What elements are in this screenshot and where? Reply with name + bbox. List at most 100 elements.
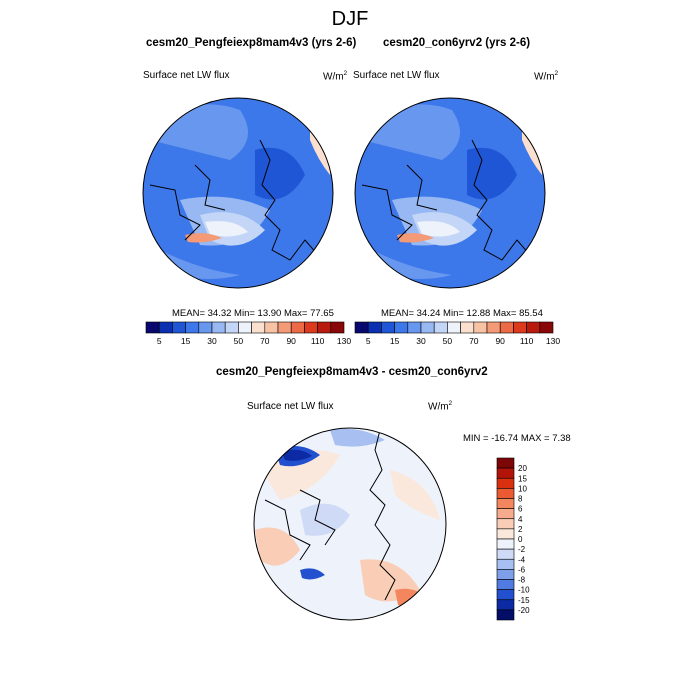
colorbar-swatch — [264, 321, 279, 334]
panel2-stats: MEAN= 34.24 Min= 12.88 Max= 85.54 — [381, 308, 543, 319]
panel3-title: cesm20_Pengfeiexp8mam4v3 - cesm20_con6yr… — [216, 366, 488, 378]
colorbar-2: 5 15 30 50 70 90 110 130 — [354, 321, 560, 346]
colorbar-swatch — [486, 321, 501, 334]
colorbar-tick-label: 2 — [518, 525, 523, 534]
colorbar-swatch — [496, 528, 515, 540]
colorbar-tick-label: 5 — [157, 336, 162, 346]
colorbar-1: 5 15 30 50 70 90 110 130 — [145, 321, 351, 346]
colorbar-tick-label: 130 — [337, 336, 351, 346]
map1-field-patch — [205, 221, 248, 237]
colorbar-tick-label: -15 — [518, 596, 530, 605]
panel1-title: cesm20_Pengfeiexp8mam4v3 (yrs 2-6) — [146, 37, 357, 49]
colorbar-tick-label: -8 — [518, 576, 526, 585]
colorbar-tick-label: 20 — [518, 464, 527, 473]
colorbar-tick-label: 130 — [546, 336, 560, 346]
colorbar-tick-label: -2 — [518, 545, 526, 554]
colorbar-tick-label: 90 — [286, 336, 296, 346]
colorbar-swatch — [304, 321, 318, 334]
map2-coastline — [361, 139, 531, 261]
colorbar-swatch — [499, 321, 514, 334]
map2-boundary — [354, 97, 546, 289]
colorbar-tick-label: 110 — [520, 336, 534, 346]
colorbar-swatch — [381, 321, 395, 334]
colorbar-swatch — [251, 321, 266, 334]
colorbar-swatch — [158, 321, 173, 334]
page-title: DJF — [331, 8, 369, 30]
colorbar-tick-label: 8 — [518, 495, 523, 504]
colorbar-swatch — [526, 321, 541, 334]
colorbar-tick-label: 70 — [469, 336, 479, 346]
colorbar-swatch — [496, 508, 515, 520]
map3-field-patch — [395, 588, 430, 608]
colorbar-swatch — [496, 599, 515, 611]
panel2-variable: Surface net LW flux — [353, 70, 440, 81]
colorbar-tick-label: 30 — [416, 336, 426, 346]
colorbar-swatch — [473, 321, 488, 334]
colorbar-swatch — [290, 321, 305, 334]
map3-field-patch — [282, 449, 312, 461]
map1-field-patch — [255, 147, 305, 200]
colorbar-swatch — [496, 589, 515, 601]
colorbar-tick-label: 110 — [311, 336, 325, 346]
colorbar-swatch — [496, 488, 515, 499]
colorbar-swatch — [224, 321, 239, 334]
colorbar-swatch — [198, 321, 213, 334]
map-panel-2 — [355, 98, 545, 288]
map-panel-3 — [254, 428, 446, 620]
colorbar-swatch — [460, 321, 475, 334]
colorbar-swatch — [513, 321, 527, 334]
colorbar-swatch — [145, 321, 160, 334]
colorbar-tick-label: 0 — [518, 535, 523, 544]
panel3-variable: Surface net LW flux — [247, 401, 334, 412]
map3-field-patch — [300, 568, 325, 580]
colorbar-tick-label: -4 — [518, 555, 526, 564]
colorbar-tick-label: -6 — [518, 565, 526, 574]
panel2-title: cesm20_con6yrv2 (yrs 2-6) — [383, 37, 531, 49]
colorbar-swatch — [367, 321, 382, 334]
colorbar-swatch — [496, 477, 515, 489]
colorbar-swatch — [496, 609, 515, 621]
map3-field-patch — [330, 428, 385, 447]
colorbar-tick-label: -20 — [518, 606, 530, 615]
colorbar-swatch — [420, 321, 435, 334]
map3-field-patch — [390, 470, 440, 520]
colorbar-tick-label: 6 — [518, 505, 523, 514]
map1-field-patch — [185, 233, 222, 243]
map-panel-1 — [143, 98, 333, 288]
colorbar-tick-label: 5 — [366, 336, 371, 346]
colorbar-tick-label: 50 — [234, 336, 244, 346]
colorbar-swatch — [211, 321, 226, 334]
colorbar-swatch — [277, 321, 292, 334]
map3-boundary — [253, 427, 447, 621]
colorbar-tick-label: 15 — [390, 336, 400, 346]
map2-field-patch — [397, 233, 434, 243]
colorbar-swatch — [407, 321, 422, 334]
map3-coastline — [264, 429, 396, 601]
colorbar-swatch — [496, 498, 515, 509]
colorbar-tick-label: 4 — [518, 515, 523, 524]
colorbar-swatch — [185, 321, 200, 334]
colorbar-swatch — [496, 548, 515, 560]
panel1-units: W/m2 — [323, 70, 348, 83]
colorbar-swatch — [496, 518, 515, 530]
map2-field-patch — [417, 221, 460, 237]
colorbar-swatch — [496, 579, 515, 590]
panel2-units: W/m2 — [534, 70, 559, 83]
map1-coastline — [149, 139, 319, 261]
colorbar-swatch — [172, 321, 186, 334]
colorbar-tick-label: 10 — [518, 484, 527, 493]
colorbar-tick-label: -10 — [518, 586, 530, 595]
map3-field-patch — [255, 527, 300, 566]
map1-boundary — [142, 97, 334, 289]
map3-field-patch — [300, 503, 350, 536]
panel1-stats: MEAN= 34.32 Min= 13.90 Max= 77.65 — [172, 308, 334, 319]
colorbar-tick-label: 70 — [260, 336, 270, 346]
colorbar-tick-label: 15 — [518, 474, 527, 483]
panel3-stats: MIN = -16.74 MAX = 7.38 — [463, 433, 571, 444]
colorbar-swatch — [496, 538, 515, 550]
colorbar-swatch — [496, 558, 515, 570]
colorbar-swatch — [539, 321, 554, 334]
colorbar-swatch — [447, 321, 461, 334]
